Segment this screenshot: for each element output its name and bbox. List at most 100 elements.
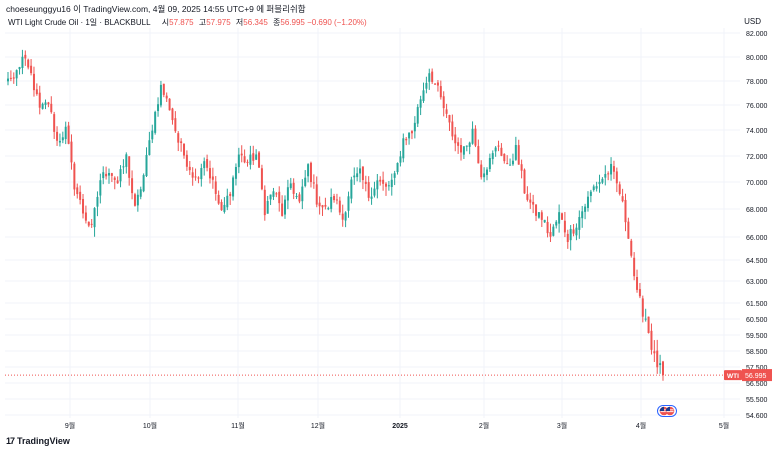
candle-body xyxy=(468,142,471,147)
candle-body xyxy=(561,213,564,220)
candle-body xyxy=(278,191,281,204)
candle-body xyxy=(191,172,194,178)
candle-body xyxy=(220,201,223,211)
candle-body xyxy=(131,178,134,194)
candle-body xyxy=(255,154,258,160)
candle-body xyxy=(601,178,604,183)
candle-body xyxy=(480,164,483,178)
candle-body xyxy=(263,189,266,216)
candle-body xyxy=(58,140,61,143)
candle-body xyxy=(457,142,460,146)
candle-body xyxy=(359,168,362,174)
open-label: 시 xyxy=(161,18,170,27)
candle-body xyxy=(390,179,393,188)
candle-body xyxy=(102,172,105,179)
candle-body xyxy=(93,208,96,228)
candle-body xyxy=(644,318,647,320)
candle-body xyxy=(618,184,621,194)
candle-body xyxy=(105,173,108,177)
candle-body xyxy=(338,200,341,213)
candle-body xyxy=(197,177,200,179)
candle-body xyxy=(64,126,67,140)
candle-body xyxy=(269,194,272,200)
candle-body xyxy=(497,145,500,147)
candle-body xyxy=(578,217,581,230)
candle-body xyxy=(361,166,364,181)
candle-body xyxy=(292,182,295,194)
candle-body xyxy=(549,231,552,237)
candle-body xyxy=(180,141,183,144)
candle-body xyxy=(258,152,261,168)
candle-body xyxy=(436,82,439,86)
x-tick-label: 10월 xyxy=(143,421,157,430)
candle-body xyxy=(393,173,396,178)
candle-body xyxy=(275,193,278,195)
candle-body xyxy=(318,202,321,207)
candle-body xyxy=(284,199,287,215)
candle-body xyxy=(367,182,370,198)
candle-body xyxy=(249,154,252,165)
candle-body xyxy=(373,188,376,196)
candle-body xyxy=(214,181,217,194)
candle-body xyxy=(159,84,162,106)
candle-body xyxy=(633,257,636,277)
candle-body xyxy=(566,233,569,243)
candle-body xyxy=(477,146,480,164)
candle-body xyxy=(50,103,53,113)
candle-body xyxy=(607,173,610,175)
candle-body xyxy=(341,213,344,220)
candle-body xyxy=(18,67,21,70)
price-tag-value-bg xyxy=(742,369,772,382)
candle-body xyxy=(586,196,589,208)
candle-body xyxy=(356,173,359,178)
candle-body xyxy=(353,175,356,178)
candle-body xyxy=(82,199,85,214)
price-tag-value: 56.995 xyxy=(745,373,767,380)
candle-body xyxy=(364,181,367,184)
candle-body xyxy=(301,186,304,202)
candle-body xyxy=(125,154,128,167)
open-value: 57.875 xyxy=(169,18,194,27)
candle-body xyxy=(451,121,454,137)
brand-name: TradingView xyxy=(17,436,70,446)
candle-body xyxy=(312,182,315,184)
candle-body xyxy=(183,143,186,156)
candle-body xyxy=(107,172,110,176)
candle-body xyxy=(188,166,191,171)
candle-body xyxy=(653,351,656,354)
candle-body xyxy=(321,205,324,208)
candle-body xyxy=(315,184,318,205)
candle-body xyxy=(555,221,558,226)
x-tick-label: 12월 xyxy=(311,421,325,430)
candle-body xyxy=(295,196,298,198)
y-tick-label: 68.000 xyxy=(746,207,768,214)
candle-body xyxy=(145,154,148,177)
candle-body xyxy=(185,154,188,167)
candle-body xyxy=(286,187,289,201)
candle-body xyxy=(589,191,592,196)
tradingview-brand[interactable]: 17 TradingView xyxy=(6,436,70,446)
us-flag-event-icon[interactable] xyxy=(657,405,677,417)
candle-body xyxy=(15,70,18,79)
y-tick-label: 74.000 xyxy=(746,128,768,135)
candle-body xyxy=(465,145,468,147)
candle-body xyxy=(569,228,572,241)
candle-body xyxy=(174,118,177,132)
y-tick-label: 70.000 xyxy=(746,180,768,187)
candle-body xyxy=(157,104,160,112)
candle-body xyxy=(232,177,235,197)
candle-body xyxy=(636,276,639,290)
candle-body xyxy=(474,128,477,146)
candle-body xyxy=(382,179,385,184)
candle-body xyxy=(399,156,402,163)
candle-body xyxy=(38,92,41,108)
y-tick-label: 58.500 xyxy=(746,349,768,356)
candle-body xyxy=(485,169,488,175)
candle-body xyxy=(615,171,618,184)
candle-body xyxy=(592,186,595,191)
candle-body xyxy=(47,102,50,105)
candle-body xyxy=(9,77,12,79)
candle-body xyxy=(350,179,353,199)
candle-body xyxy=(151,130,154,140)
